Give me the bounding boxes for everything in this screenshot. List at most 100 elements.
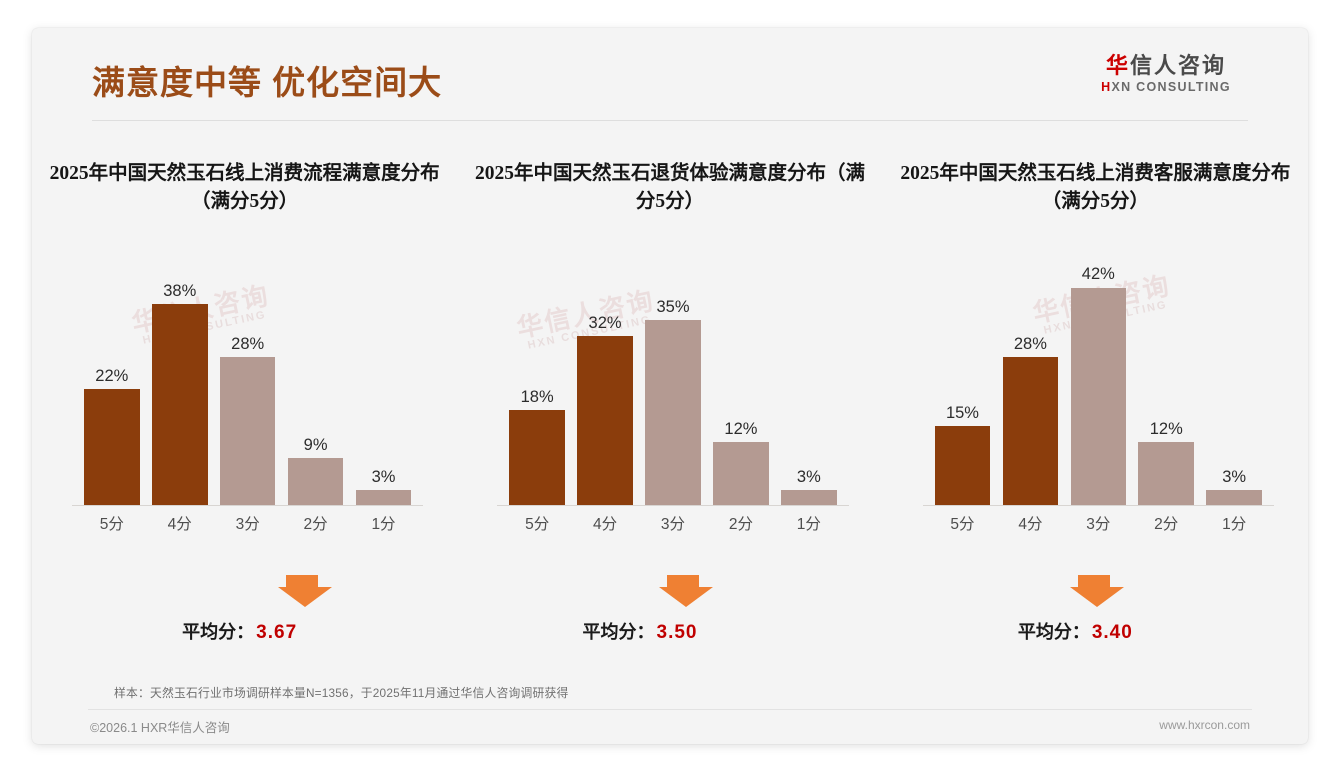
chart-column-return: 2025年中国天然玉石退货体验满意度分布（满分5分） 华信人咨询 HXN CON… (457, 146, 882, 676)
logo-chinese-text: 华信人咨询 (1076, 53, 1256, 78)
logo-en-rest: XN CONSULTING (1111, 80, 1231, 95)
bar-item: 28% (1002, 266, 1059, 506)
copyright-text: ©2026.1 HXR华信人咨询 (90, 721, 230, 735)
average-label: 平均分： (182, 622, 255, 642)
bar-value-label: 3% (796, 467, 821, 486)
logo-cn-rest: 信人咨询 (1130, 53, 1227, 78)
bar-value-label: 3% (1222, 467, 1247, 486)
bar-value-label: 9% (303, 435, 328, 454)
bar-item: 18% (509, 266, 565, 506)
axis-tick-label: 3分 (1086, 516, 1111, 533)
x-axis-labels: 5分 4分 3分 2分 1分 (935, 512, 1262, 538)
logo-english-text: HXN CONSULTING (1076, 80, 1256, 94)
bar-item: 3% (1206, 266, 1262, 506)
x-axis-labels: 5分 4分 3分 2分 1分 (84, 512, 411, 538)
average-label: 平均分： (1017, 622, 1090, 642)
footer-divider (88, 709, 1252, 710)
down-arrow-icon (658, 575, 713, 607)
axis-tick-label: 3分 (235, 516, 260, 533)
bar (355, 490, 412, 506)
bar-chart-plot: 15% 28% 42% 12% (883, 246, 1308, 546)
average-value: 3.40 (1091, 622, 1133, 643)
down-arrow-wrap (32, 571, 457, 609)
down-arrow-icon (277, 575, 332, 607)
axis-tick-label: 4分 (1018, 516, 1043, 533)
bar (1138, 442, 1195, 506)
bar-item: 42% (1070, 265, 1127, 506)
chart-title: 2025年中国天然玉石退货体验满意度分布（满分5分） (474, 163, 865, 212)
x-axis-line (497, 505, 849, 506)
bar (509, 410, 565, 506)
bar-item: 22% (84, 266, 140, 506)
bar (219, 357, 276, 506)
bar-value-label: 28% (231, 334, 265, 353)
bar-item: 38% (151, 266, 208, 506)
bar-value-label: 3% (371, 467, 396, 486)
bar (287, 458, 344, 506)
bar-value-label: 42% (1081, 265, 1115, 283)
bar-group: 22% 38% 28% 9% (84, 266, 412, 506)
bar (645, 320, 701, 506)
axis-tick-label: 2分 (303, 516, 328, 533)
axis-tick-label: 4分 (167, 516, 192, 533)
axis-tick-label: 5分 (99, 516, 124, 533)
bar-item: 3% (355, 266, 412, 506)
bar (781, 490, 837, 506)
axis-tick-label: 5分 (525, 516, 550, 533)
average-score: 平均分： 3.40 (883, 618, 1308, 644)
bar (934, 426, 991, 506)
bar-value-label: 28% (1013, 334, 1047, 353)
bar-value-label: 12% (1149, 419, 1183, 438)
down-arrow-icon (1070, 575, 1125, 607)
bar-item: 28% (219, 266, 276, 506)
charts-container: 2025年中国天然玉石线上消费流程满意度分布（满分5分） 华信人咨询 HXN C… (32, 146, 1308, 676)
bar (1206, 490, 1262, 506)
logo-en-mark: H (1101, 80, 1112, 95)
chart-title: 2025年中国天然玉石线上消费流程满意度分布（满分5分） (49, 163, 440, 212)
axis-tick-label: 2分 (728, 516, 753, 533)
bar-chart-plot: 22% 38% 28% 9% (32, 246, 457, 546)
bar (1070, 287, 1127, 506)
bar-item: 12% (1138, 266, 1195, 506)
x-axis-labels: 5分 4分 3分 2分 1分 (509, 512, 836, 538)
bar-item: 12% (713, 266, 769, 506)
axis-tick-label: 1分 (371, 516, 396, 533)
bar-item: 35% (645, 266, 701, 506)
bar-value-label: 15% (945, 403, 979, 422)
axis-tick-label: 4分 (593, 516, 618, 533)
average-score: 平均分： 3.67 (32, 618, 457, 644)
axis-tick-label: 3分 (660, 516, 686, 533)
down-arrow-wrap (883, 571, 1308, 609)
bar-item: 32% (577, 266, 633, 506)
chart-column-service: 2025年中国天然玉石线上消费客服满意度分布（满分5分） 华信人咨询 HXN C… (883, 146, 1308, 676)
bar-value-label: 32% (588, 313, 622, 332)
bar (84, 389, 140, 506)
bar (151, 304, 208, 506)
x-axis-line (922, 505, 1274, 506)
website-text[interactable]: www.hxrcon.com (1159, 718, 1250, 732)
footnote-divider (112, 676, 1232, 677)
bar-value-label: 18% (520, 387, 554, 406)
bar-item: 15% (934, 266, 991, 506)
bar-item: 9% (287, 266, 344, 506)
axis-tick-label: 2分 (1154, 516, 1179, 533)
average-score: 平均分： 3.50 (457, 618, 882, 644)
chart-title: 2025年中国天然玉石线上消费客服满意度分布（满分5分） (900, 163, 1291, 212)
axis-tick-label: 1分 (1222, 516, 1247, 533)
slide-footer: ©2026.1 HXR华信人咨询 www.hxrcon.com (32, 714, 1308, 744)
company-logo: 华信人咨询 HXN CONSULTING (1076, 53, 1256, 94)
average-value: 3.50 (656, 622, 698, 643)
axis-tick-label: 5分 (950, 516, 975, 533)
bar (1002, 357, 1059, 506)
bar (577, 336, 633, 506)
chart-column-process: 2025年中国天然玉石线上消费流程满意度分布（满分5分） 华信人咨询 HXN C… (32, 146, 457, 676)
bar-chart-plot: 18% 32% 35% 12% (457, 246, 882, 546)
down-arrow-wrap (457, 571, 882, 609)
source-note: 样本：天然玉石行业市场调研样本量N=1356，于2025年11月通过华信人咨询调… (114, 686, 569, 700)
bar-value-label: 38% (163, 281, 197, 300)
average-label: 平均分： (582, 622, 655, 642)
logo-hua-char: 华 (1105, 53, 1130, 78)
bar-value-label: 22% (95, 366, 129, 385)
x-axis-line (72, 505, 424, 506)
bar-group: 15% 28% 42% 12% (934, 265, 1262, 506)
